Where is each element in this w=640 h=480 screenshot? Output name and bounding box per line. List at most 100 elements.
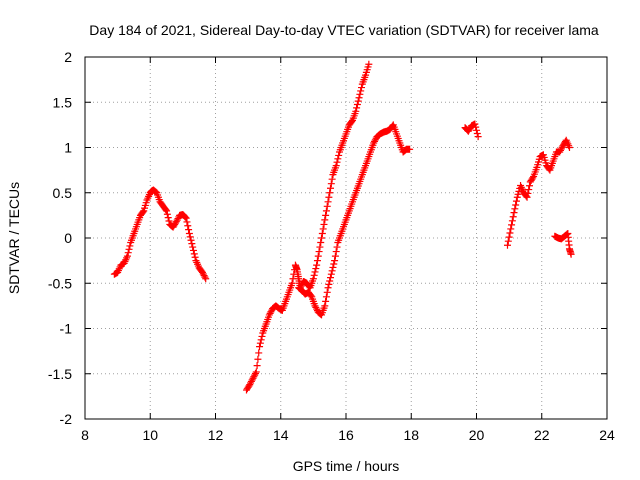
data-point-marker [503, 241, 511, 249]
data-point-marker [201, 273, 209, 281]
data-point-marker [563, 230, 571, 238]
data-point-marker [125, 245, 133, 253]
data-point-marker [182, 214, 190, 222]
data-point-marker [255, 349, 263, 357]
x-tick-label: 12 [208, 427, 224, 443]
data-point-marker [474, 133, 482, 141]
data-point-marker [320, 220, 328, 228]
data-point-marker [266, 309, 274, 317]
data-point-marker [163, 207, 171, 215]
data-point-marker [311, 268, 319, 276]
x-tick-label: 10 [142, 427, 158, 443]
data-point-marker [188, 240, 196, 248]
data-point-marker [370, 139, 378, 147]
data-point-marker [512, 201, 520, 209]
data-point-marker [252, 368, 260, 376]
data-point-marker [526, 182, 534, 190]
data-point-marker [164, 214, 172, 222]
data-point-marker [249, 374, 257, 382]
data-point-marker [567, 250, 575, 258]
data-point-marker [256, 343, 264, 351]
y-tick-label: -0.5 [48, 275, 72, 291]
data-point-marker [473, 126, 480, 134]
y-tick-label: -2 [60, 411, 73, 427]
data-point-marker [314, 252, 322, 260]
data-point-marker [257, 336, 265, 344]
data-point-marker [165, 217, 173, 225]
data-point-marker [330, 260, 338, 268]
y-tick-label: 0 [64, 230, 72, 246]
grid-lines [85, 57, 607, 419]
data-point-marker [556, 148, 564, 156]
data-point-marker [323, 288, 331, 296]
data-point-marker [313, 305, 321, 313]
data-point-marker [353, 101, 361, 109]
data-point-marker [331, 252, 339, 260]
data-point-marker [317, 239, 325, 247]
data-point-marker [172, 219, 180, 227]
data-point-marker [348, 117, 356, 125]
y-tick-label: 1 [64, 140, 72, 156]
data-point-marker [322, 211, 330, 219]
data-point-marker [186, 233, 194, 241]
data-point-marker [322, 297, 330, 305]
data-point-marker [202, 275, 210, 283]
data-point-marker [333, 243, 341, 251]
chart-title: Day 184 of 2021, Sidereal Day-to-day VTE… [89, 22, 599, 38]
data-point-marker [333, 158, 341, 166]
data-point-marker [355, 94, 363, 102]
data-point-marker [152, 188, 160, 196]
x-tick-label: 14 [273, 427, 289, 443]
data-point-marker [189, 243, 197, 251]
data-point-marker [524, 189, 532, 197]
data-point-marker [312, 303, 320, 311]
data-point-marker [472, 123, 480, 131]
data-point-marker [510, 209, 518, 217]
data-point-marker [525, 186, 533, 194]
series-pass-6 [551, 229, 575, 258]
data-point-marker [334, 155, 342, 163]
data-point-marker [328, 175, 336, 183]
data-point-marker [513, 193, 521, 201]
data-point-marker [313, 261, 321, 269]
data-point-marker [327, 270, 335, 278]
data-point-marker [265, 311, 273, 319]
data-point-marker [354, 97, 362, 105]
x-tick-label: 22 [534, 427, 550, 443]
y-tick-label: 2 [64, 49, 72, 65]
data-point-marker [326, 189, 334, 197]
data-point-marker [151, 187, 159, 195]
data-point-marker [247, 377, 255, 385]
data-point-marker [309, 275, 317, 283]
x-tick-label: 24 [599, 427, 615, 443]
x-tick-label: 16 [338, 427, 354, 443]
data-point-marker [200, 272, 208, 280]
x-tick-label: 8 [81, 427, 89, 443]
data-point-marker [352, 107, 360, 115]
data-point-marker [184, 222, 192, 230]
data-point-marker [512, 197, 520, 205]
data-point-marker [323, 202, 331, 210]
series-pass-2 [242, 60, 373, 394]
data-point-marker [267, 308, 275, 316]
data-point-marker [245, 382, 253, 390]
data-point-marker [371, 136, 379, 144]
data-point-marker [315, 248, 323, 256]
data-point-marker [557, 145, 565, 153]
data-point-marker [187, 236, 195, 244]
data-point-marker [191, 253, 199, 261]
data-point-marker [322, 293, 330, 301]
y-axis-label: SDTVAR / TECUs [6, 182, 22, 294]
data-point-marker [335, 151, 343, 159]
data-point-marker [529, 174, 537, 182]
data-point-marker [327, 274, 335, 282]
data-point-marker [139, 208, 147, 216]
data-point-marker [317, 310, 325, 318]
data-point-marker [406, 145, 414, 153]
data-point-marker [357, 84, 365, 92]
data-point-marker [250, 373, 258, 381]
data-point-marker [162, 206, 170, 214]
data-point-marker [327, 180, 335, 188]
data-point-marker [256, 339, 264, 347]
data-point-marker [371, 137, 379, 145]
